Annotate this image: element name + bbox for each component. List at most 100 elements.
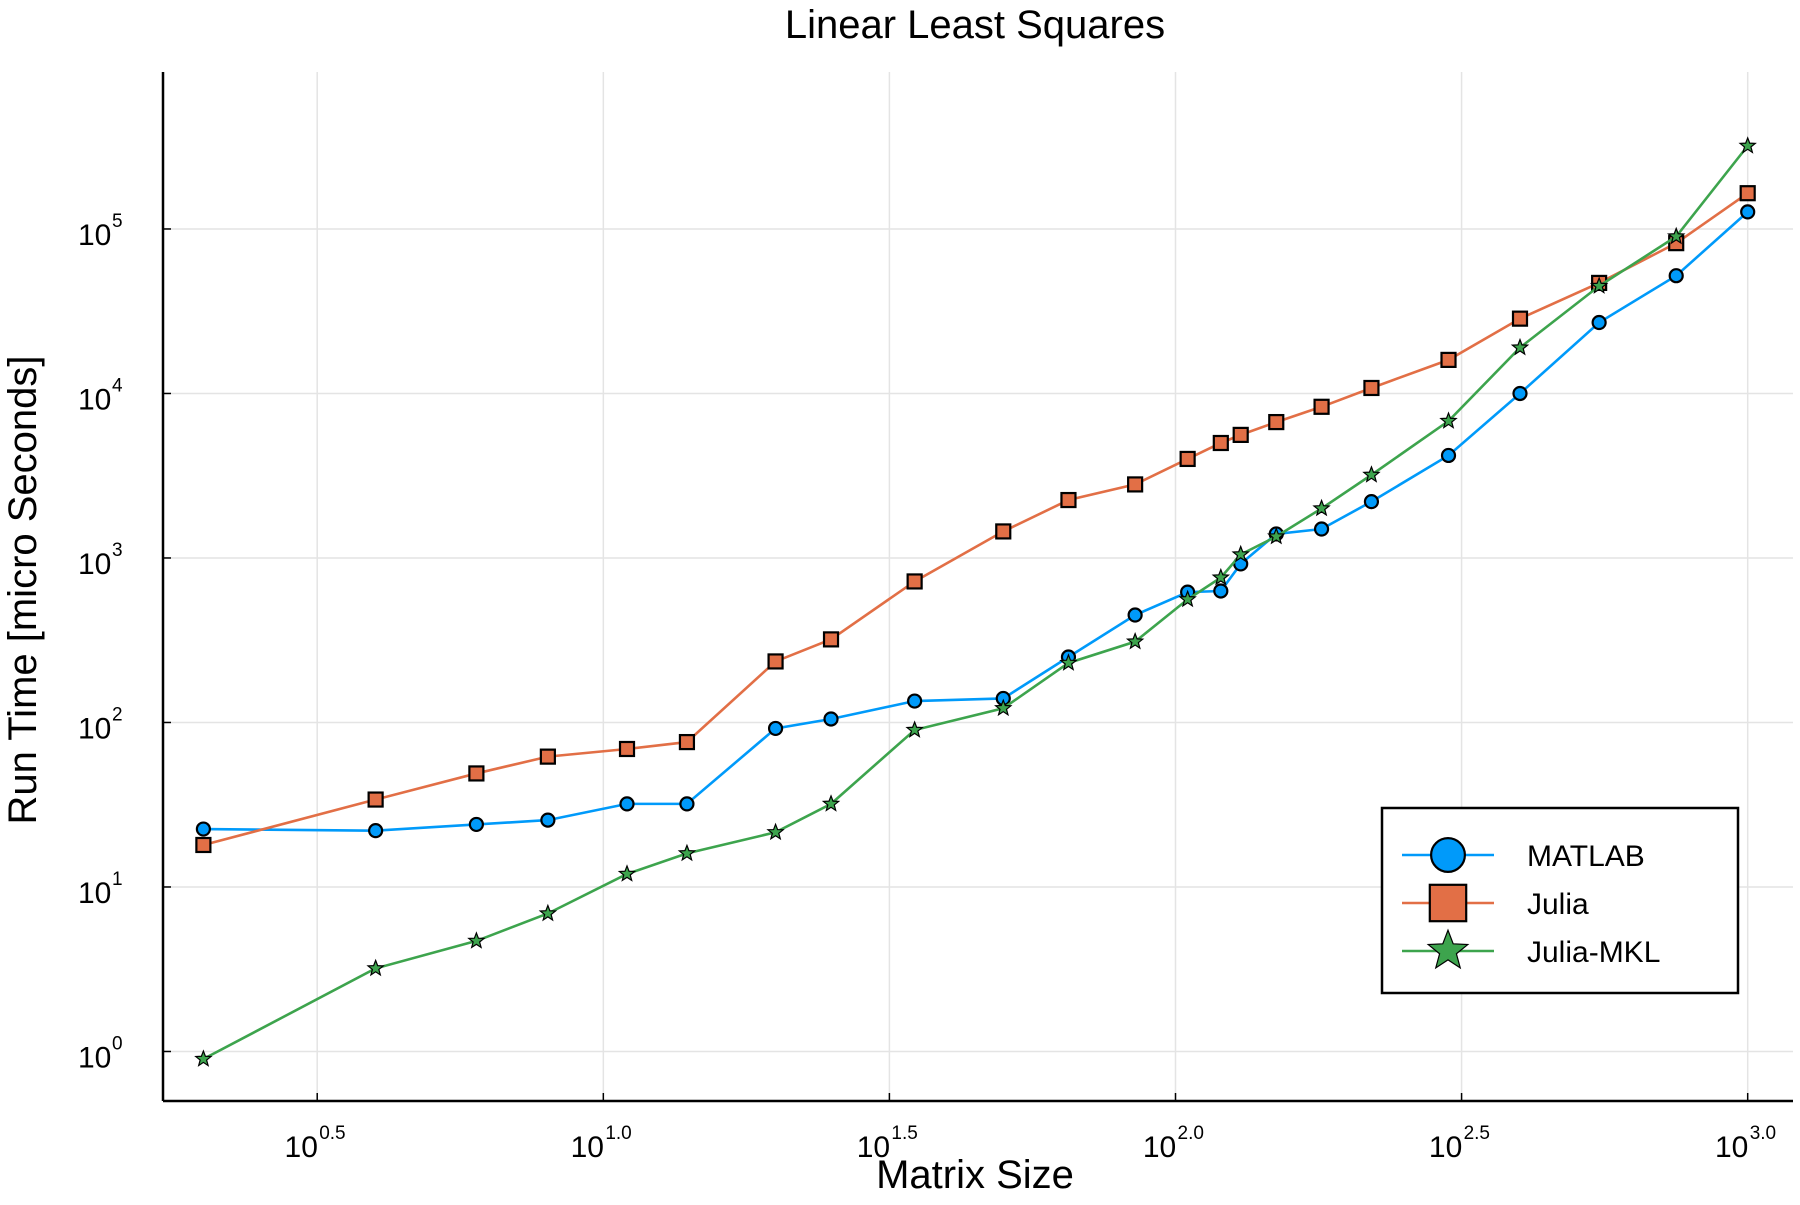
data-point-julia-mkl — [821, 794, 841, 812]
data-point-julia — [1511, 310, 1529, 327]
y-tick-exponent: 4 — [112, 375, 123, 396]
data-point-julia — [1440, 351, 1457, 368]
data-point-matlab — [1363, 494, 1380, 510]
y-tick-exponent: 0 — [112, 1033, 123, 1054]
x-tick-label: 10 2.5 — [1429, 1123, 1490, 1164]
y-tick-exponent: 2 — [112, 704, 123, 725]
data-point-julia — [1363, 379, 1380, 397]
data-point-julia — [468, 765, 485, 782]
data-point-julia — [995, 523, 1012, 540]
series-layer — [194, 136, 1757, 1067]
legend-item-matlab: MATLAB — [1402, 836, 1645, 873]
data-point-julia — [1179, 450, 1196, 468]
data-point-matlab — [823, 711, 839, 727]
data-point-julia-mkl — [1231, 544, 1250, 563]
data-point-julia-mkl — [1439, 411, 1458, 429]
x-tick-exponent: 1.0 — [605, 1123, 631, 1144]
data-point-julia-mkl — [366, 958, 385, 977]
y-tick-label: 10 5 — [78, 211, 123, 252]
data-point-matlab — [1440, 447, 1457, 464]
data-point-matlab — [1668, 268, 1684, 284]
data-point-matlab — [1313, 521, 1330, 537]
data-point-matlab — [540, 812, 556, 828]
legend-label-matlab: MATLAB — [1527, 840, 1645, 873]
data-point-julia-mkl — [766, 822, 785, 841]
y-tick-base: 10 — [78, 383, 111, 416]
data-point-julia — [1127, 476, 1144, 493]
data-point-julia-mkl — [1362, 465, 1381, 483]
grid — [163, 72, 1793, 1101]
data-point-julia-mkl — [677, 843, 697, 862]
legend-marker-julia — [1428, 883, 1468, 923]
legend-label-julia-mkl: Julia-MKL — [1527, 936, 1660, 969]
data-point-julia — [1060, 491, 1077, 509]
x-tick-label: 10 1.0 — [571, 1123, 632, 1164]
data-point-julia-mkl — [905, 720, 924, 738]
y-tick-base: 10 — [78, 548, 111, 581]
data-point-julia-mkl — [194, 1049, 213, 1067]
data-point-matlab — [619, 796, 635, 812]
x-tick-label: 10 3.0 — [1715, 1123, 1776, 1164]
x-tick-exponent: 2.0 — [1178, 1123, 1204, 1144]
data-point-matlab — [1512, 385, 1528, 402]
legend-item-julia: Julia — [1402, 883, 1589, 923]
data-point-julia — [767, 653, 784, 670]
y-tick-label: 10 1 — [78, 869, 123, 910]
data-point-julia — [195, 836, 212, 854]
data-point-julia — [539, 748, 556, 765]
y-tick-label: 10 0 — [78, 1033, 123, 1074]
x-tick-exponent: 1.5 — [891, 1123, 917, 1144]
series-julia-mkl — [194, 136, 1757, 1067]
y-axis-label: Run Time [micro Seconds] — [1, 355, 45, 824]
data-point-matlab — [679, 796, 695, 812]
data-point-julia — [367, 791, 384, 808]
data-point-julia-mkl — [538, 903, 558, 922]
x-tick-label: 10 1.5 — [857, 1123, 918, 1164]
series-line-matlab — [203, 210, 1749, 832]
data-point-julia-mkl — [1178, 589, 1197, 608]
y-tick-label: 10 4 — [78, 375, 123, 416]
x-tick-base: 10 — [1143, 1131, 1176, 1164]
legend-label-julia: Julia — [1527, 888, 1589, 921]
series-matlab — [195, 204, 1756, 839]
y-tick-base: 10 — [78, 1041, 111, 1074]
x-axis-label: Matrix Size — [876, 1153, 1074, 1197]
data-point-julia-mkl — [1211, 567, 1231, 586]
data-point-julia — [1212, 434, 1229, 452]
legend: MATLAB Julia Julia-MKL — [1380, 806, 1740, 995]
y-tick-exponent: 3 — [112, 540, 123, 561]
data-point-julia-mkl — [1510, 337, 1530, 356]
data-point-julia-mkl — [994, 698, 1013, 717]
x-tick-base: 10 — [857, 1131, 890, 1164]
axes: 10 0.5 10 1.0 10 1.5 10 2.0 10 2.5 10 3.010 010 110 21… — [78, 72, 1793, 1164]
series-julia — [195, 185, 1756, 854]
y-tick-exponent: 1 — [112, 869, 123, 890]
x-tick-base: 10 — [1429, 1131, 1462, 1164]
data-point-matlab — [1127, 607, 1143, 623]
data-point-matlab — [468, 816, 484, 833]
data-point-julia — [1313, 398, 1330, 415]
y-tick-base: 10 — [78, 877, 111, 910]
data-point-julia — [678, 733, 696, 751]
x-tick-base: 10 — [285, 1131, 318, 1164]
data-point-julia-mkl — [467, 931, 486, 949]
data-point-julia — [1268, 413, 1285, 431]
legend-marker-julia-mkl — [1426, 928, 1470, 970]
data-point-matlab — [1591, 314, 1607, 331]
data-point-matlab — [907, 693, 923, 709]
y-tick-base: 10 — [78, 712, 111, 745]
data-point-julia — [1232, 426, 1249, 443]
data-point-julia — [906, 573, 923, 590]
series-line-julia — [203, 192, 1749, 847]
legend-item-julia-mkl: Julia-MKL — [1402, 928, 1660, 970]
data-point-matlab — [1740, 204, 1756, 220]
data-point-matlab — [767, 720, 784, 737]
data-point-matlab — [1213, 583, 1229, 599]
x-tick-exponent: 0.5 — [319, 1123, 345, 1144]
data-point-julia-mkl — [1738, 136, 1757, 154]
data-point-matlab — [195, 821, 211, 837]
x-tick-exponent: 2.5 — [1464, 1123, 1490, 1144]
legend-marker-matlab — [1429, 836, 1466, 873]
